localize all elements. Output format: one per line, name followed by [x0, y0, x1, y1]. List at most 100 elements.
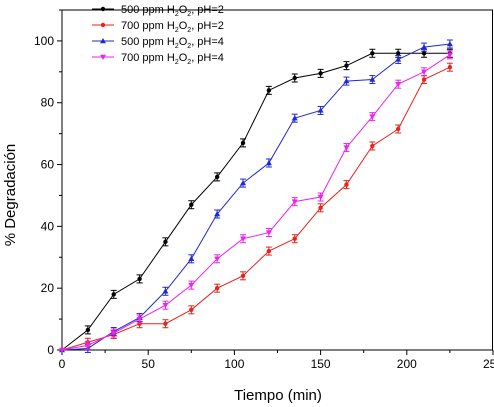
- data-point: [162, 288, 169, 294]
- data-point: [370, 51, 375, 56]
- legend-label-part: , pH=4: [191, 52, 224, 64]
- y-tick-label: 20: [41, 281, 55, 295]
- series-layer: [59, 39, 453, 353]
- legend-label-part: 2: [175, 59, 179, 66]
- data-point: [318, 205, 323, 211]
- y-axis-title: % Degradación: [2, 144, 19, 247]
- legend-entry: 700 ppm H2O2, pH=4: [92, 52, 224, 66]
- legend-label-part: 2: [187, 11, 191, 18]
- data-point: [317, 194, 324, 200]
- legend-entry: 500 ppm H2O2, pH=2: [92, 4, 224, 18]
- legend-label: 500 ppm H2O2, pH=4: [121, 36, 224, 50]
- data-point: [395, 51, 401, 56]
- data-point: [100, 54, 106, 60]
- x-tick-label: 0: [59, 357, 66, 371]
- data-point: [265, 160, 272, 166]
- data-point: [421, 51, 427, 56]
- data-point: [446, 41, 453, 47]
- series-3: [59, 39, 453, 353]
- x-tick-label: 200: [397, 357, 417, 371]
- data-point: [189, 307, 194, 313]
- data-point: [240, 236, 247, 242]
- data-point: [137, 276, 142, 282]
- data-point: [291, 115, 298, 121]
- legend-label-part: 500 ppm H: [121, 36, 175, 48]
- legend-entry: 700 ppm H2O2, pH=2: [92, 20, 224, 34]
- series-line: [61, 66, 451, 351]
- y-tick-label: 100: [34, 34, 54, 48]
- y-tick-label: 0: [47, 343, 54, 357]
- data-point: [214, 256, 221, 262]
- data-point: [162, 302, 169, 309]
- legend-label-part: , pH=2: [191, 20, 224, 32]
- data-point: [85, 327, 91, 333]
- legend-label-part: O: [179, 20, 188, 32]
- data-point: [343, 78, 350, 84]
- data-point: [291, 199, 298, 205]
- legend-label: 700 ppm H2O2, pH=4: [121, 52, 224, 66]
- data-point: [214, 174, 220, 180]
- data-point: [59, 347, 65, 353]
- legend-label-part: 2: [187, 27, 191, 34]
- legend-label-part: , pH=2: [191, 4, 224, 16]
- data-point: [266, 248, 272, 254]
- data-point: [265, 230, 272, 236]
- series-line: [61, 52, 450, 351]
- data-point: [344, 63, 349, 68]
- x-tick-label: 50: [142, 357, 156, 371]
- y-tick-label: 80: [41, 96, 55, 110]
- legend-label-part: 2: [175, 27, 179, 34]
- data-point: [421, 44, 428, 50]
- data-point: [421, 77, 427, 82]
- data-point: [395, 56, 402, 62]
- legend-label: 700 ppm H2O2, pH=2: [121, 20, 224, 34]
- data-point: [214, 211, 221, 217]
- x-axis-ticks: 0 50 100 150 200 250: [59, 350, 494, 371]
- legend-label-part: 2: [187, 59, 191, 66]
- data-point: [110, 330, 117, 336]
- data-point: [100, 22, 106, 28]
- legend-label-part: O: [179, 36, 188, 48]
- y-tick-label: 40: [41, 219, 55, 233]
- data-point: [343, 145, 350, 151]
- legend-label-part: O: [179, 52, 188, 64]
- data-point: [292, 236, 297, 241]
- y-tick-label: 60: [41, 158, 55, 172]
- data-point: [240, 273, 246, 279]
- data-point: [111, 292, 116, 297]
- legend-label-part: 700 ppm H: [121, 20, 175, 32]
- data-point: [189, 202, 194, 207]
- series-line: [61, 43, 450, 351]
- data-point: [100, 38, 106, 44]
- data-point: [421, 69, 428, 75]
- legend-label-part: 2: [175, 11, 179, 18]
- legend-entry: 500 ppm H2O2, pH=4: [92, 36, 224, 50]
- data-point: [214, 285, 220, 291]
- data-point: [317, 107, 324, 113]
- legend-label: 500 ppm H2O2, pH=2: [121, 4, 224, 18]
- data-point: [136, 316, 143, 323]
- legend-label-part: O: [179, 4, 188, 16]
- y-axis-ticks: 0 20 40 60 80 100: [34, 9, 62, 357]
- series-line: [61, 54, 451, 351]
- data-point: [447, 64, 453, 70]
- data-point: [84, 343, 91, 349]
- data-point: [395, 81, 402, 88]
- legend-label-part: 700 ppm H: [121, 52, 175, 64]
- x-tick-label: 150: [311, 357, 331, 371]
- data-point: [370, 143, 375, 149]
- legend-label-part: 2: [187, 43, 191, 50]
- data-point: [318, 71, 323, 76]
- data-point: [100, 6, 106, 12]
- data-point: [395, 126, 401, 132]
- data-point: [240, 140, 246, 146]
- data-point: [240, 180, 247, 186]
- data-point: [369, 76, 376, 82]
- x-tick-label: 100: [224, 357, 244, 371]
- data-point: [266, 88, 272, 93]
- data-point: [344, 182, 349, 187]
- data-point: [446, 52, 453, 58]
- data-point: [188, 255, 195, 262]
